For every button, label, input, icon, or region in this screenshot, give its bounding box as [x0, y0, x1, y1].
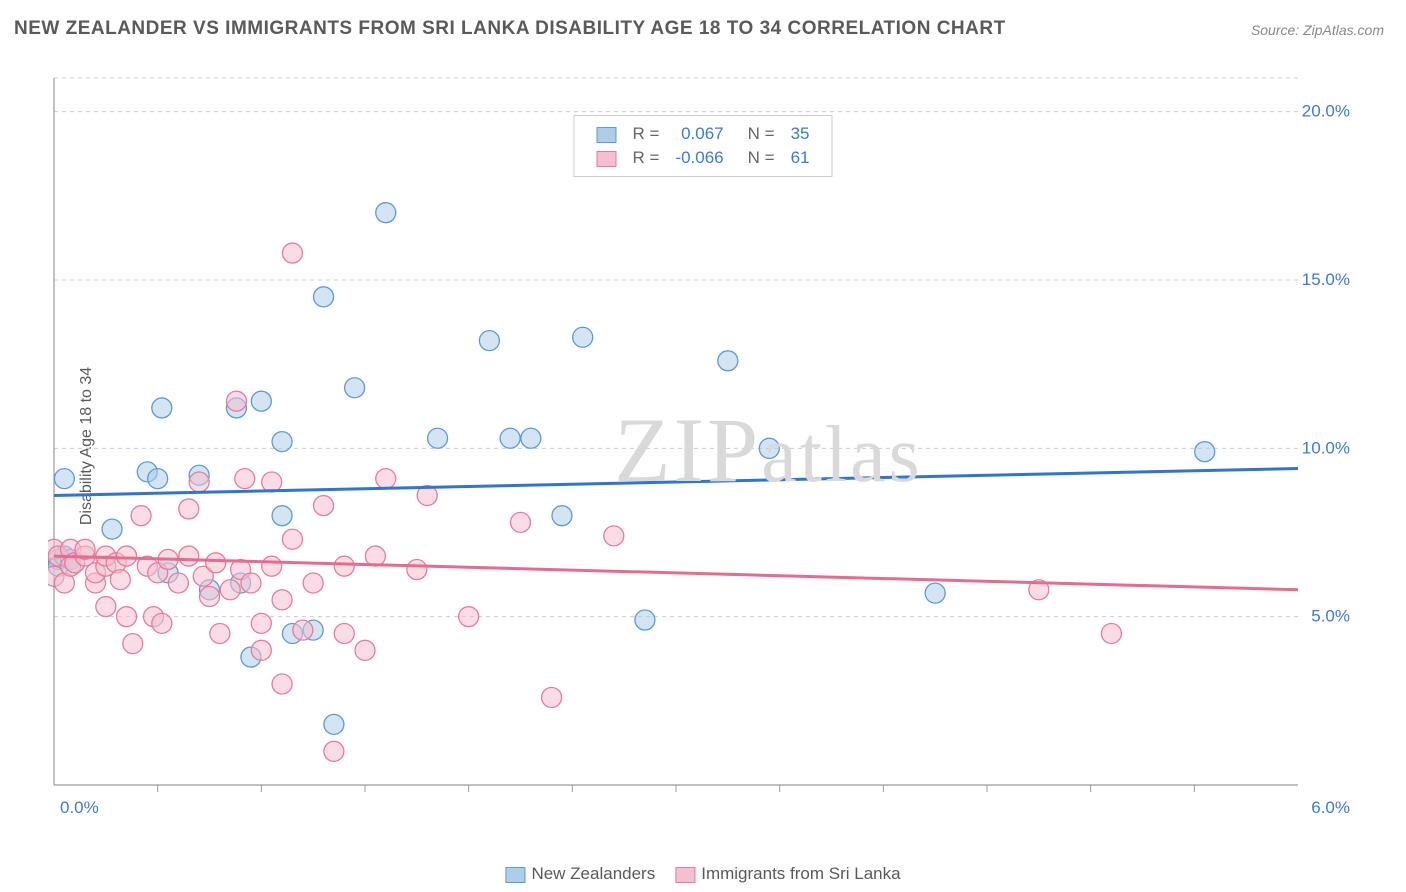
data-point: [459, 607, 479, 627]
data-point: [1195, 442, 1215, 462]
data-point: [110, 570, 130, 590]
data-point: [131, 506, 151, 526]
data-point: [365, 546, 385, 566]
data-point: [102, 519, 122, 539]
chart-source: Source: ZipAtlas.com: [1251, 22, 1384, 38]
data-point: [542, 687, 562, 707]
legend-label: New Zealanders: [531, 864, 655, 883]
data-point: [123, 634, 143, 654]
data-point: [759, 438, 779, 458]
data-point: [324, 714, 344, 734]
data-point: [179, 546, 199, 566]
svg-text:10.0%: 10.0%: [1302, 438, 1350, 457]
data-point: [500, 428, 520, 448]
legend-swatch: [505, 867, 525, 883]
data-point: [272, 674, 292, 694]
data-point: [262, 472, 282, 492]
correlation-legend: R =0.067N =35 R =-0.066N =61: [574, 115, 833, 177]
legend-r-label: R =: [625, 122, 668, 146]
data-point: [355, 640, 375, 660]
data-point: [324, 741, 344, 761]
legend-r-value: -0.066: [667, 146, 731, 170]
data-point: [152, 613, 172, 633]
data-point: [334, 624, 354, 644]
data-point: [206, 553, 226, 573]
data-point: [428, 428, 448, 448]
data-point: [200, 586, 220, 606]
data-point: [262, 556, 282, 576]
legend-swatch: [675, 867, 695, 883]
legend-r-value: 0.067: [667, 122, 731, 146]
svg-text:0.0%: 0.0%: [60, 798, 99, 817]
data-point: [272, 590, 292, 610]
data-point: [552, 506, 572, 526]
data-point: [54, 469, 74, 489]
data-point: [179, 499, 199, 519]
data-point: [925, 583, 945, 603]
legend-label: Immigrants from Sri Lanka: [701, 864, 900, 883]
data-point: [251, 391, 271, 411]
data-point: [345, 378, 365, 398]
data-point: [148, 469, 168, 489]
legend-n-label: N =: [732, 146, 783, 170]
svg-text:15.0%: 15.0%: [1302, 270, 1350, 289]
legend-n-value: 61: [783, 146, 818, 170]
data-point: [1101, 624, 1121, 644]
data-point: [718, 351, 738, 371]
data-point: [479, 331, 499, 351]
data-point: [226, 391, 246, 411]
data-point: [282, 243, 302, 263]
data-point: [272, 506, 292, 526]
legend-n-value: 35: [783, 122, 818, 146]
data-point: [293, 620, 313, 640]
data-point: [168, 573, 188, 593]
data-point: [604, 526, 624, 546]
legend-swatch: [597, 127, 617, 143]
data-point: [117, 607, 137, 627]
chart-title: NEW ZEALANDER VS IMMIGRANTS FROM SRI LAN…: [14, 18, 1006, 40]
data-point: [282, 529, 302, 549]
svg-text:6.0%: 6.0%: [1311, 798, 1350, 817]
legend-item: Immigrants from Sri Lanka: [675, 864, 900, 884]
data-point: [521, 428, 541, 448]
svg-text:20.0%: 20.0%: [1302, 102, 1350, 121]
svg-text:5.0%: 5.0%: [1311, 607, 1350, 626]
chart-area: 5.0%10.0%15.0%20.0%0.0%6.0% ZIPatlas R =…: [48, 55, 1358, 845]
data-point: [376, 203, 396, 223]
legend-n-label: N =: [732, 122, 783, 146]
data-point: [117, 546, 137, 566]
data-point: [303, 573, 323, 593]
data-point: [210, 624, 230, 644]
legend-r-label: R =: [625, 146, 668, 170]
legend-item: New Zealanders: [505, 864, 655, 884]
data-point: [220, 580, 240, 600]
data-point: [272, 432, 292, 452]
data-point: [376, 469, 396, 489]
series-legend: New Zealanders Immigrants from Sri Lanka: [495, 864, 910, 884]
data-point: [407, 560, 427, 580]
data-point: [251, 640, 271, 660]
data-point: [511, 512, 531, 532]
data-point: [314, 287, 334, 307]
legend-swatch: [597, 151, 617, 167]
data-point: [314, 496, 334, 516]
data-point: [152, 398, 172, 418]
data-point: [251, 613, 271, 633]
data-point: [189, 472, 209, 492]
data-point: [96, 597, 116, 617]
data-point: [241, 573, 261, 593]
data-point: [334, 556, 354, 576]
chart-container: NEW ZEALANDER VS IMMIGRANTS FROM SRI LAN…: [0, 0, 1406, 892]
data-point: [573, 327, 593, 347]
data-point: [235, 469, 255, 489]
data-point: [635, 610, 655, 630]
